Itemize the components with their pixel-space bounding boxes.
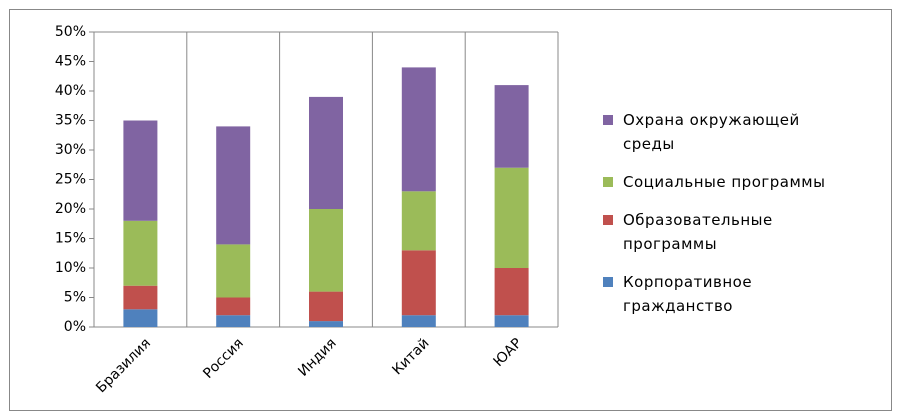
y-tick-label: 35% bbox=[55, 113, 86, 129]
bar-segment bbox=[216, 126, 251, 245]
bar-segment bbox=[401, 191, 436, 251]
x-tick-label: ЮАР bbox=[491, 335, 526, 370]
y-tick-label: 50% bbox=[55, 24, 86, 40]
bar-segment bbox=[309, 321, 343, 327]
legend-label: Образовательные программы bbox=[623, 211, 773, 253]
legend-label: Социальные программы bbox=[623, 173, 826, 191]
y-tick-label: 25% bbox=[55, 172, 86, 188]
bar-segment bbox=[494, 268, 529, 316]
bar-segment bbox=[401, 67, 436, 192]
bar-segment bbox=[494, 315, 529, 327]
bar-segment bbox=[216, 244, 251, 298]
bar-segment bbox=[494, 85, 529, 168]
bar-segment bbox=[309, 209, 343, 292]
y-tick-label: 5% bbox=[64, 290, 86, 306]
legend-item: Социальные программы bbox=[603, 170, 883, 194]
bar-segment bbox=[123, 120, 158, 221]
bar-segment bbox=[123, 285, 158, 310]
bar-segment bbox=[216, 297, 251, 316]
y-tick-label: 30% bbox=[55, 142, 86, 158]
bar-segment bbox=[123, 220, 158, 286]
chart-border bbox=[9, 9, 892, 411]
bar-segment bbox=[401, 250, 436, 316]
y-tick-label: 15% bbox=[55, 231, 86, 247]
x-tick-label: Индия bbox=[295, 335, 339, 379]
y-tick-label: 10% bbox=[55, 260, 86, 276]
x-tick-label: Китай bbox=[389, 335, 432, 378]
bar-segment bbox=[401, 315, 436, 327]
legend-item: Образовательные программы bbox=[603, 208, 883, 256]
bar-segment bbox=[309, 291, 343, 322]
y-tick-label: 20% bbox=[55, 201, 86, 217]
bar-segment bbox=[494, 167, 529, 268]
legend-swatch bbox=[603, 115, 613, 125]
legend-label: Корпоративное гражданство bbox=[623, 273, 753, 315]
legend-swatch bbox=[603, 277, 613, 287]
y-tick-label: 40% bbox=[55, 83, 86, 99]
bar-segment bbox=[309, 96, 343, 209]
legend: Охрана окружающей среды Социальные програ… bbox=[603, 108, 883, 318]
bar-segment bbox=[216, 315, 251, 327]
legend-item: Корпоративное гражданство bbox=[603, 270, 883, 318]
x-tick-label: Россия bbox=[200, 335, 247, 382]
legend-swatch bbox=[603, 215, 613, 225]
y-tick-label: 0% bbox=[64, 319, 86, 335]
bar-segment bbox=[123, 309, 158, 327]
y-tick-label: 45% bbox=[55, 54, 86, 70]
x-tick-label: Бразилия bbox=[93, 335, 154, 396]
legend-swatch bbox=[603, 177, 613, 187]
legend-label: Охрана окружающей среды bbox=[623, 111, 800, 153]
legend-item: Охрана окружающей среды bbox=[603, 108, 883, 156]
